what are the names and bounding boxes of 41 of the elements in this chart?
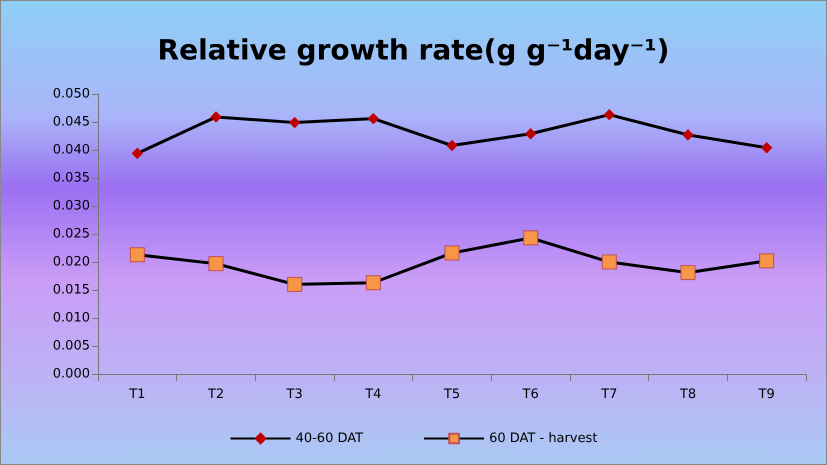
y-tick-label: 0.030 xyxy=(52,198,90,214)
x-tick-label: T5 xyxy=(442,387,460,402)
point xyxy=(208,256,224,272)
x-tick-label: T6 xyxy=(522,387,539,402)
point xyxy=(366,275,381,290)
x-tick-label: T9 xyxy=(758,387,775,402)
chart-title: Relative growth rate(g g⁻¹day⁻¹) xyxy=(158,34,670,66)
x-tick-label: T2 xyxy=(206,387,224,402)
point xyxy=(682,129,694,140)
point xyxy=(680,265,696,280)
x-tick-label: T1 xyxy=(128,387,146,402)
point xyxy=(759,253,774,268)
point xyxy=(444,246,460,261)
y-tick-label: 0.045 xyxy=(52,114,90,130)
y-tick-label: 0.005 xyxy=(52,338,90,354)
point xyxy=(132,148,143,159)
point xyxy=(602,254,617,270)
x-tick-label: T4 xyxy=(364,387,382,402)
point xyxy=(525,128,536,140)
point xyxy=(210,111,222,122)
y-tick-label: 0.020 xyxy=(52,254,90,270)
y-tick-label: 0.010 xyxy=(52,310,90,326)
y-tick-label: 0.035 xyxy=(52,170,90,186)
x-tick-label: T3 xyxy=(286,387,303,402)
y-tick-label: 0.025 xyxy=(52,226,90,242)
legend-label: 40-60 DAT xyxy=(296,431,364,446)
y-tick-label: 0.015 xyxy=(52,282,90,298)
y-tick-label: 0.000 xyxy=(52,366,90,382)
point xyxy=(130,247,145,262)
point xyxy=(287,276,302,292)
point xyxy=(289,117,300,128)
y-tick-label: 0.040 xyxy=(52,142,90,158)
point xyxy=(523,230,538,246)
point xyxy=(368,113,379,124)
legend-label: 60 DAT - harvest xyxy=(489,431,598,446)
x-tick-label: T7 xyxy=(600,387,618,402)
point xyxy=(761,142,772,154)
y-tick-label: 0.050 xyxy=(52,86,90,102)
x-tick-label: T8 xyxy=(678,387,696,402)
point xyxy=(604,109,615,120)
point xyxy=(446,140,458,152)
